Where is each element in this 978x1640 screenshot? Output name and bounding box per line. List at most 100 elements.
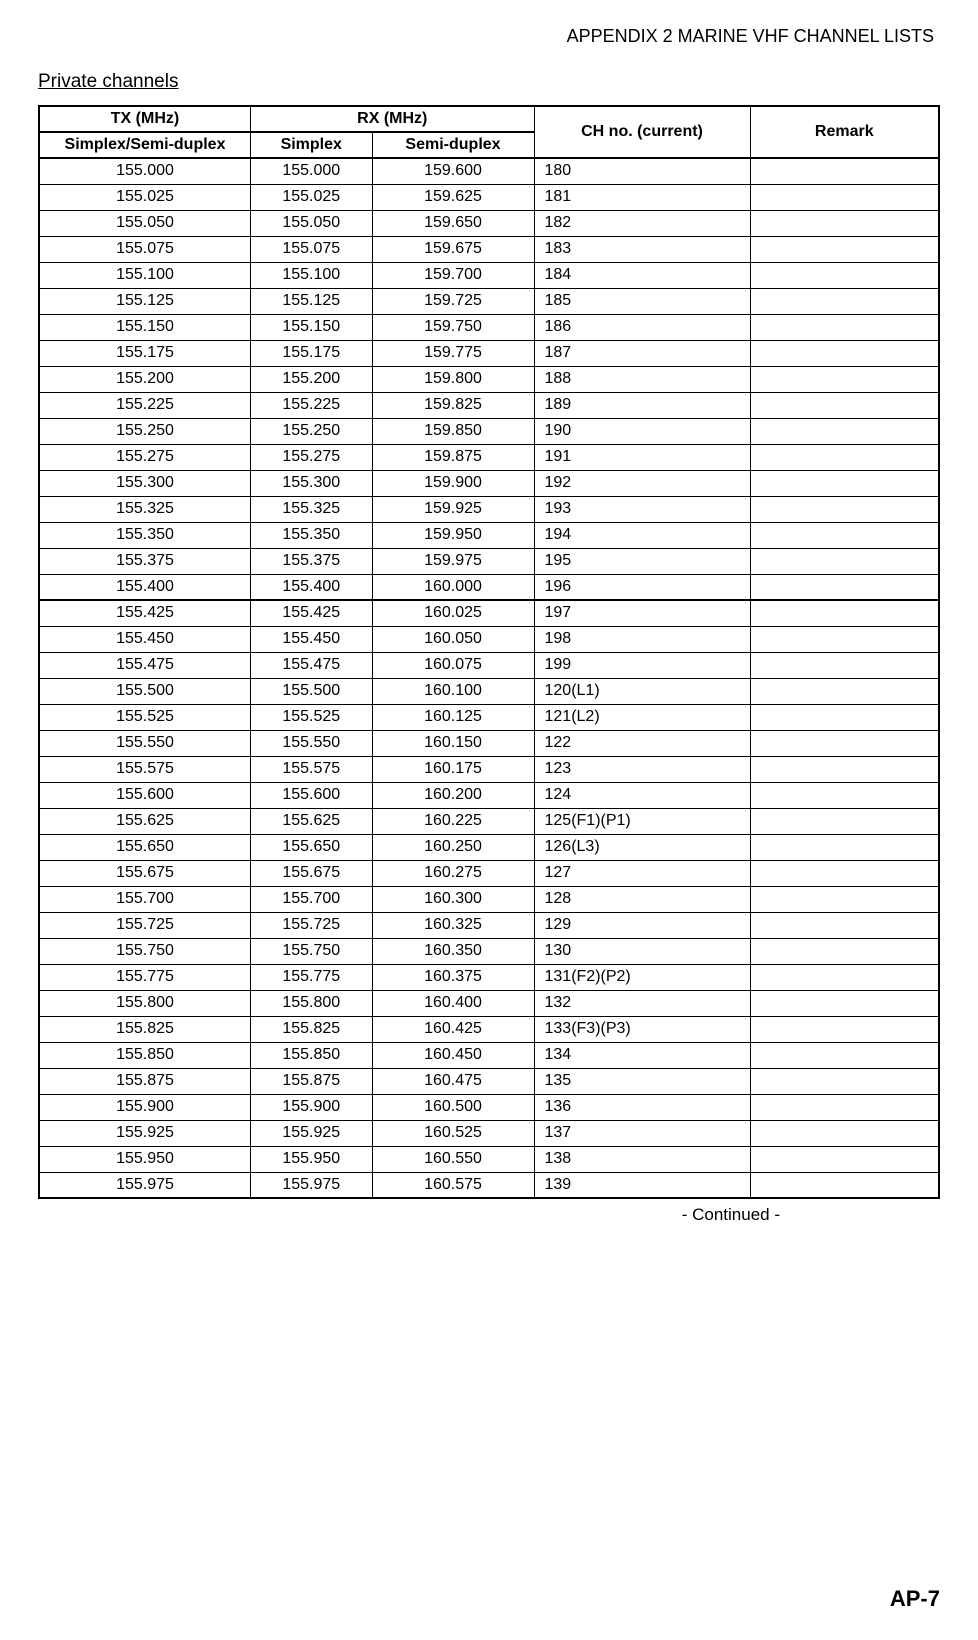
table-row: 155.650155.650160.250126(L3) [39,834,939,860]
table-cell [750,262,939,288]
th-rx: RX (MHz) [251,106,535,132]
table-cell: 197 [534,600,750,626]
table-row: 155.375155.375159.975195 [39,548,939,574]
table-cell: 159.975 [372,548,534,574]
table-cell: 155.375 [251,548,373,574]
table-row: 155.750155.750160.350130 [39,938,939,964]
table-cell: 160.100 [372,678,534,704]
table-cell [750,418,939,444]
table-row: 155.400155.400160.000196 [39,574,939,600]
page-container: APPENDIX 2 MARINE VHF CHANNEL LISTS Priv… [0,0,978,1225]
table-cell: 155.050 [251,210,373,236]
table-cell [750,860,939,886]
table-row: 155.125155.125159.725185 [39,288,939,314]
table-cell: 155.750 [39,938,251,964]
continued-label: - Continued - [38,1205,940,1225]
table-cell: 155.700 [251,886,373,912]
table-cell: 155.225 [39,392,251,418]
table-cell: 160.525 [372,1120,534,1146]
table-cell: 159.625 [372,184,534,210]
table-cell: 187 [534,340,750,366]
page-number: AP-7 [890,1586,940,1612]
table-row: 155.525155.525160.125121(L2) [39,704,939,730]
table-cell: 184 [534,262,750,288]
table-cell: 155.500 [251,678,373,704]
table-cell: 155.900 [251,1094,373,1120]
table-cell: 195 [534,548,750,574]
table-cell: 155.975 [39,1172,251,1198]
th-tx: TX (MHz) [39,106,251,132]
table-cell: 155.800 [251,990,373,1016]
table-cell: 155.050 [39,210,251,236]
table-cell: 155.550 [39,730,251,756]
table-row: 155.325155.325159.925193 [39,496,939,522]
table-cell [750,1172,939,1198]
table-cell: 160.000 [372,574,534,600]
table-cell: 159.725 [372,288,534,314]
table-cell: 129 [534,912,750,938]
table-cell: 155.400 [39,574,251,600]
table-cell: 159.925 [372,496,534,522]
table-cell: 155.275 [39,444,251,470]
table-cell: 160.025 [372,600,534,626]
table-cell: 155.775 [39,964,251,990]
table-row: 155.875155.875160.475135 [39,1068,939,1094]
table-cell: 155.000 [39,158,251,184]
table-cell [750,782,939,808]
table-cell: 181 [534,184,750,210]
channel-table: TX (MHz) RX (MHz) CH no. (current) Remar… [38,105,940,1199]
table-cell: 155.600 [251,782,373,808]
table-cell: 155.025 [39,184,251,210]
table-cell: 155.975 [251,1172,373,1198]
table-header: TX (MHz) RX (MHz) CH no. (current) Remar… [39,106,939,158]
table-cell: 160.325 [372,912,534,938]
table-cell: 155.325 [251,496,373,522]
table-cell: 190 [534,418,750,444]
table-cell: 155.375 [39,548,251,574]
th-ch: CH no. (current) [534,106,750,158]
table-cell [750,1120,939,1146]
table-cell: 189 [534,392,750,418]
table-cell: 155.525 [251,704,373,730]
table-cell: 155.650 [39,834,251,860]
table-cell: 155.125 [251,288,373,314]
table-cell [750,314,939,340]
table-cell [750,678,939,704]
table-cell: 155.675 [39,860,251,886]
table-cell: 155.725 [251,912,373,938]
table-cell [750,210,939,236]
table-cell: 155.100 [251,262,373,288]
table-cell [750,834,939,860]
table-row: 155.025155.025159.625181 [39,184,939,210]
table-cell: 155.175 [39,340,251,366]
table-cell: 192 [534,470,750,496]
table-cell: 160.400 [372,990,534,1016]
table-cell: 159.775 [372,340,534,366]
table-cell: 159.600 [372,158,534,184]
table-cell: 160.450 [372,1042,534,1068]
table-cell: 155.575 [251,756,373,782]
table-row: 155.250155.250159.850190 [39,418,939,444]
table-cell [750,184,939,210]
table-cell [750,626,939,652]
table-cell: 155.250 [251,418,373,444]
table-row: 155.550155.550160.150122 [39,730,939,756]
table-cell: 155.075 [251,236,373,262]
table-cell: 155.700 [39,886,251,912]
table-cell: 155.750 [251,938,373,964]
table-cell: 155.625 [251,808,373,834]
table-header-row-1: TX (MHz) RX (MHz) CH no. (current) Remar… [39,106,939,132]
table-cell: 121(L2) [534,704,750,730]
table-row: 155.800155.800160.400132 [39,990,939,1016]
table-cell: 155.725 [39,912,251,938]
table-cell: 160.500 [372,1094,534,1120]
table-cell: 155.425 [251,600,373,626]
table-cell: 128 [534,886,750,912]
table-cell: 160.575 [372,1172,534,1198]
table-row: 155.175155.175159.775187 [39,340,939,366]
table-cell: 132 [534,990,750,1016]
table-row: 155.300155.300159.900192 [39,470,939,496]
table-cell [750,886,939,912]
table-cell: 160.375 [372,964,534,990]
table-cell: 155.925 [251,1120,373,1146]
